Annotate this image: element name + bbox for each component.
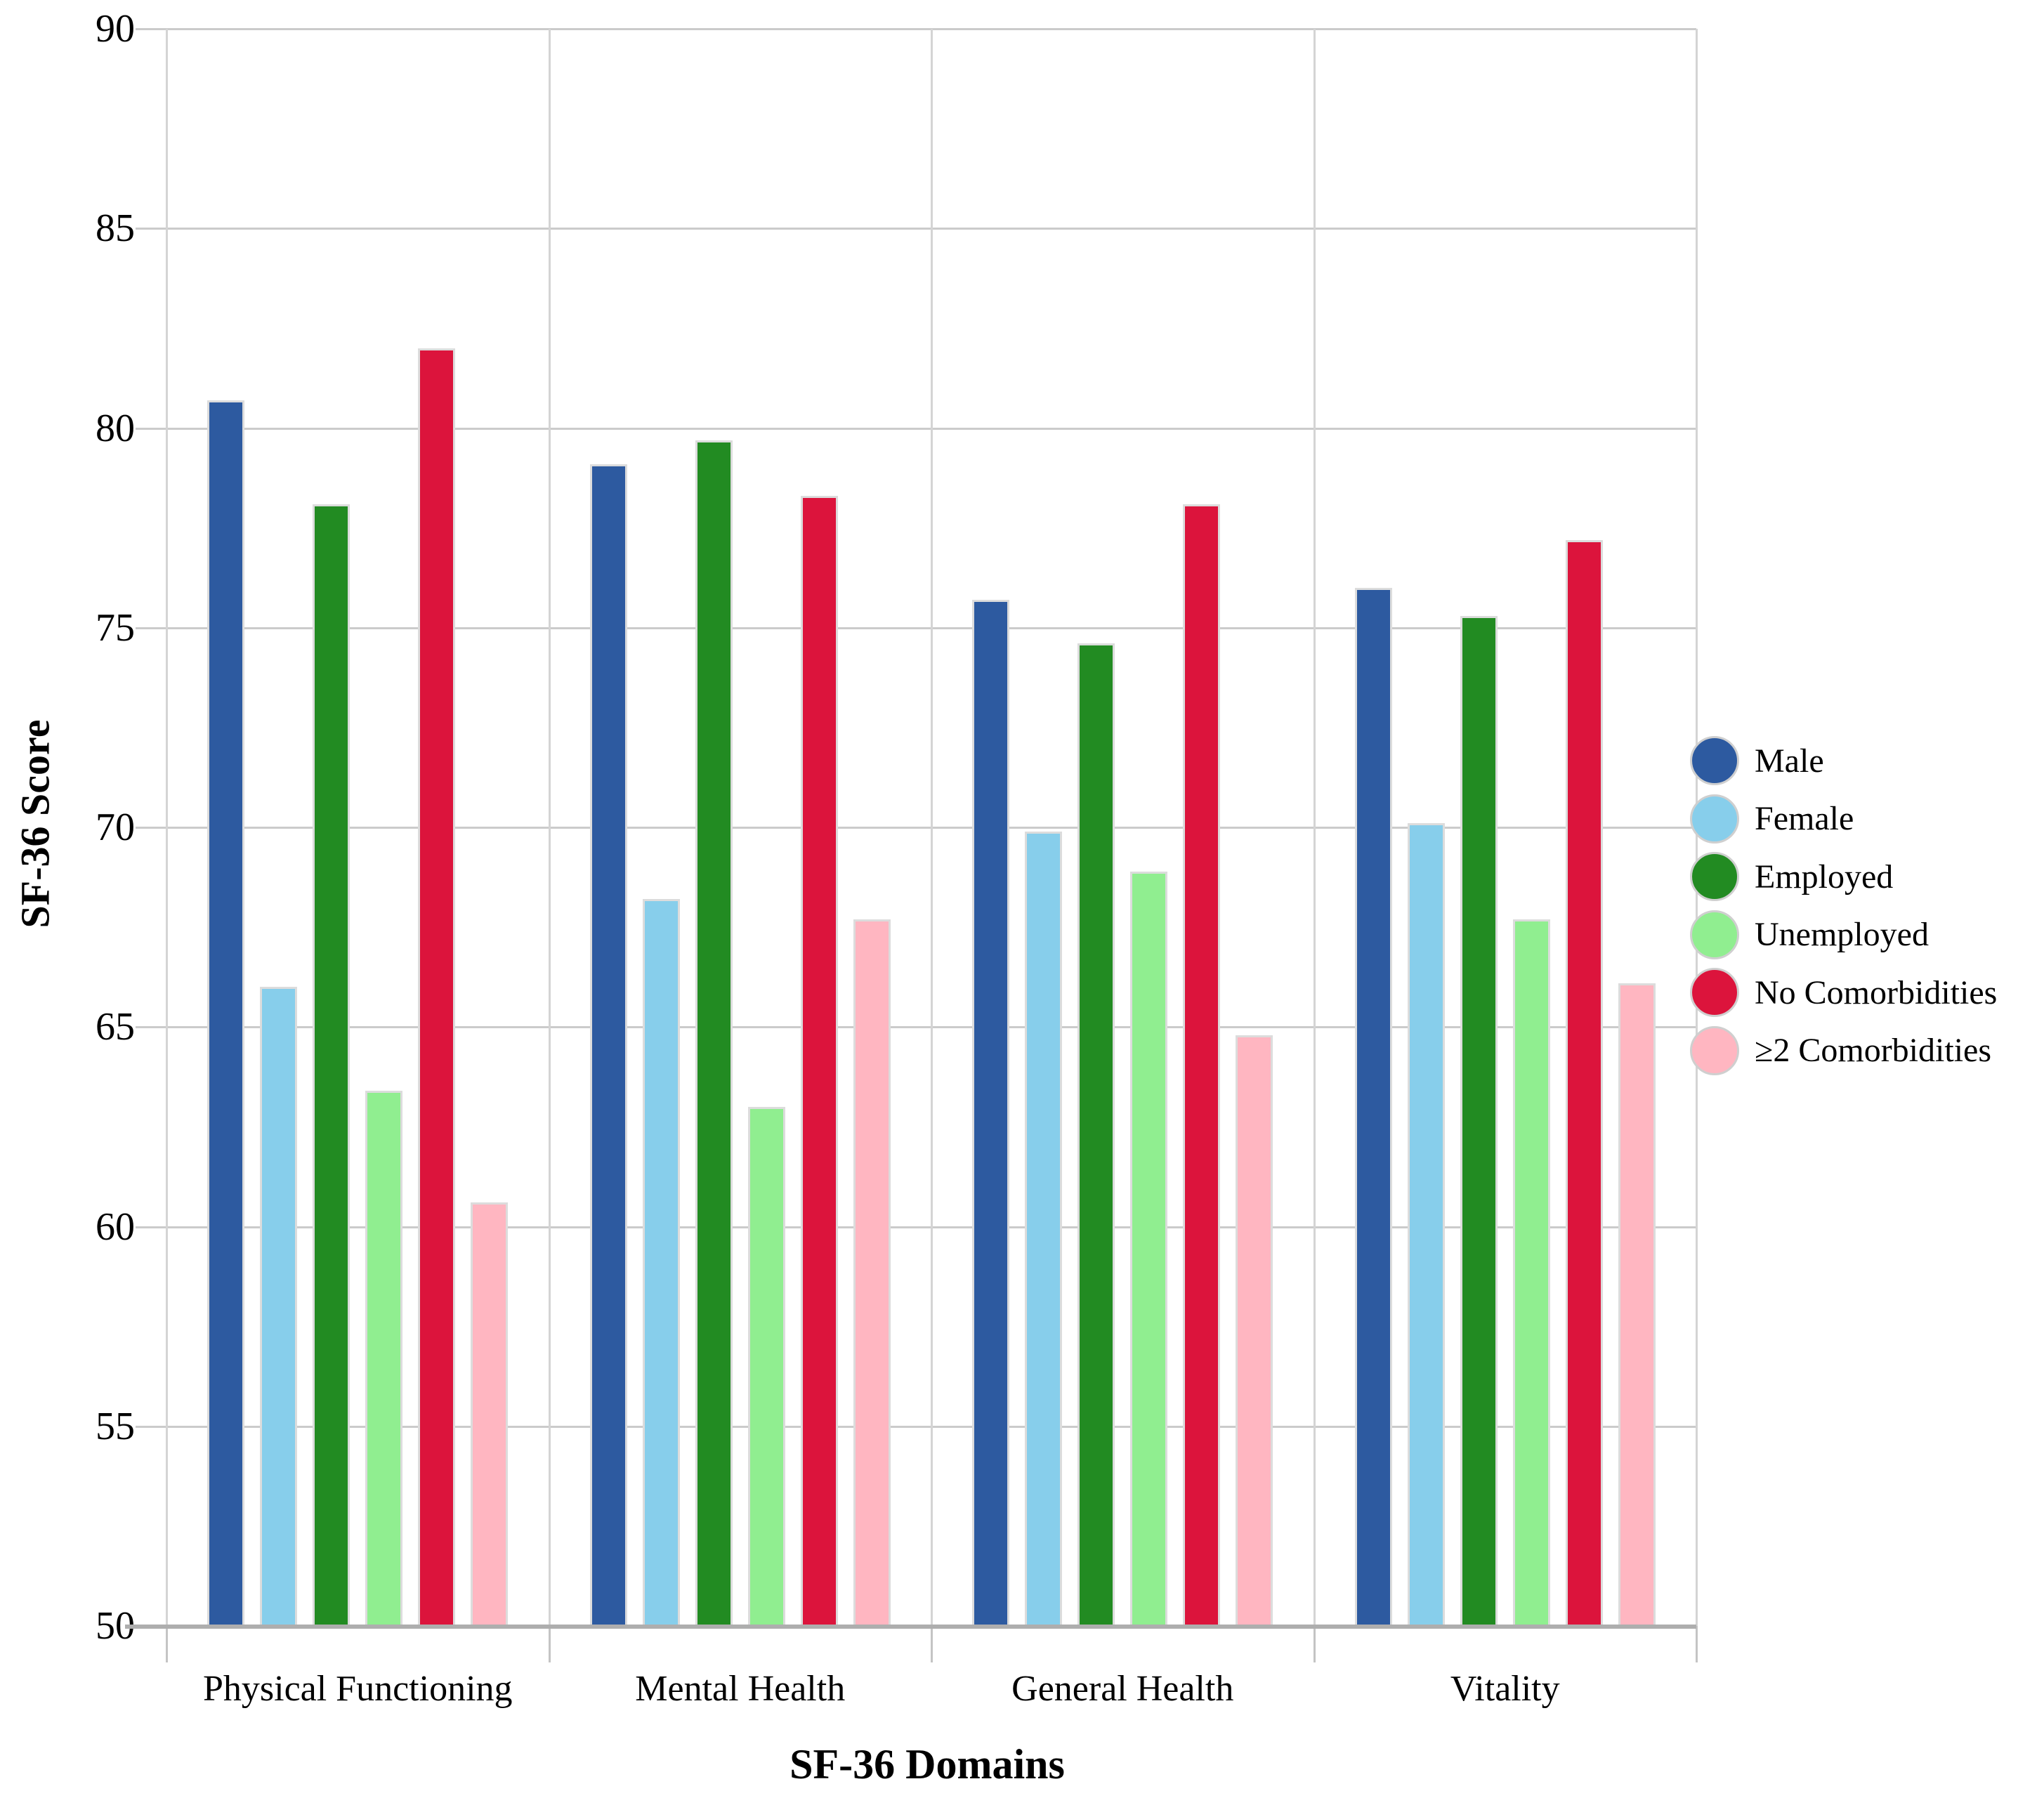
bar-unemployed-1 — [747, 1106, 785, 1626]
x-axis-line — [125, 1625, 1696, 1629]
legend-item-unemployed: Unemployed — [1690, 908, 1929, 962]
gridline-x-0 — [166, 29, 168, 1626]
x-tick-label-0: Physical Functioning — [202, 1669, 513, 1709]
bar-employed-3 — [1460, 615, 1498, 1626]
legend-item--2-comorbidities: ≥2 Comorbidities — [1690, 1024, 1991, 1077]
bar-male-0 — [207, 400, 245, 1626]
gridline-y-55 — [136, 1425, 1696, 1428]
bar--2-comorbidities-0 — [471, 1202, 509, 1626]
x-tick-mark-0 — [166, 1626, 168, 1662]
y-tick-label-55: 55 — [96, 1404, 135, 1448]
gridline-y-60 — [136, 1226, 1696, 1228]
y-tick-label-70: 70 — [96, 806, 135, 849]
gridline-y-75 — [136, 626, 1696, 629]
gridline-y-90 — [136, 28, 1696, 30]
bar-employed-0 — [313, 504, 351, 1626]
y-tick-label-75: 75 — [96, 605, 135, 650]
legend-marker-circle — [1690, 910, 1739, 959]
legend-marker-circle — [1690, 1025, 1739, 1075]
legend-item-no-comorbidities: No Comorbidities — [1690, 966, 1997, 1019]
x-axis-title: SF-36 Domains — [790, 1741, 1065, 1787]
legend-label: Employed — [1755, 858, 1894, 895]
bar--2-comorbidities-2 — [1236, 1035, 1273, 1626]
bar-female-1 — [642, 899, 680, 1626]
bar-no-comorbidities-0 — [418, 348, 456, 1626]
gridline-y-80 — [136, 427, 1696, 430]
gridline-x-2 — [931, 29, 933, 1626]
legend-label: No Comorbidities — [1755, 973, 1998, 1011]
gridline-y-70 — [136, 827, 1696, 829]
gridline-x-1 — [548, 29, 551, 1626]
legend-marker-circle — [1690, 968, 1739, 1017]
legend-label: Female — [1755, 800, 1854, 837]
y-tick-label-90: 90 — [96, 7, 135, 51]
bar-unemployed-3 — [1512, 919, 1550, 1626]
bar-employed-1 — [695, 440, 733, 1626]
legend-marker-circle — [1690, 852, 1739, 901]
gridline-y-65 — [136, 1026, 1696, 1029]
bar-unemployed-0 — [365, 1091, 403, 1626]
bar--2-comorbidities-3 — [1618, 983, 1656, 1626]
gridline-x-3 — [1313, 29, 1316, 1626]
y-tick-label-65: 65 — [96, 1005, 135, 1049]
legend-item-male: Male — [1690, 734, 1824, 787]
bar-female-0 — [260, 987, 298, 1626]
y-tick-label-85: 85 — [96, 206, 135, 251]
x-tick-mark-2 — [931, 1626, 933, 1662]
bar-unemployed-2 — [1130, 871, 1168, 1626]
y-tick-label-80: 80 — [96, 406, 135, 450]
legend-label: Unemployed — [1755, 916, 1929, 953]
bar-no-comorbidities-1 — [800, 496, 838, 1626]
legend-marker-circle — [1690, 736, 1739, 785]
bar-employed-2 — [1077, 643, 1115, 1626]
bar-female-3 — [1407, 823, 1445, 1626]
x-tick-mark-4 — [1696, 1626, 1698, 1662]
y-tick-label-60: 60 — [96, 1205, 135, 1249]
legend-item-female: Female — [1690, 792, 1854, 846]
x-tick-label-3: Vitality — [1450, 1669, 1560, 1709]
legend-item-employed: Employed — [1690, 850, 1893, 903]
bar-male-1 — [589, 464, 627, 1626]
x-tick-mark-3 — [1313, 1626, 1316, 1662]
gridline-y-85 — [136, 228, 1696, 230]
x-tick-label-1: Mental Health — [635, 1669, 846, 1709]
legend-label: Male — [1755, 742, 1824, 780]
bar--2-comorbidities-1 — [853, 919, 891, 1626]
bar-male-2 — [972, 599, 1010, 1626]
x-tick-label-2: General Health — [1011, 1669, 1234, 1709]
y-tick-label-50: 50 — [96, 1604, 135, 1648]
bar-no-comorbidities-2 — [1183, 504, 1221, 1626]
x-tick-mark-1 — [548, 1626, 551, 1662]
legend-label: ≥2 Comorbidities — [1755, 1032, 1992, 1069]
bar-male-3 — [1354, 587, 1392, 1626]
bar-female-2 — [1025, 831, 1063, 1626]
bar-no-comorbidities-3 — [1565, 539, 1603, 1626]
legend-marker-circle — [1690, 794, 1739, 844]
